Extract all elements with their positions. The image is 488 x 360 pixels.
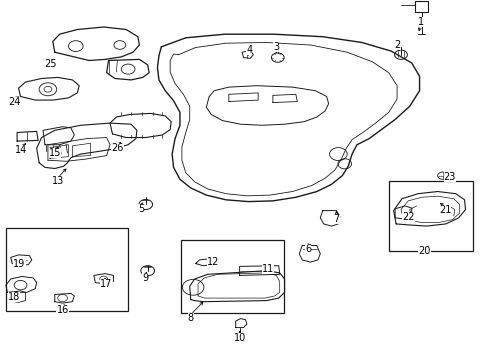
Text: 4: 4: [246, 45, 252, 55]
Text: 19: 19: [13, 258, 26, 269]
Text: 21: 21: [438, 204, 450, 215]
Text: 5: 5: [138, 204, 143, 214]
Text: 9: 9: [142, 273, 148, 283]
Text: 23: 23: [443, 172, 455, 182]
Text: 8: 8: [187, 312, 193, 323]
Text: 11: 11: [261, 264, 274, 274]
Text: 12: 12: [206, 257, 219, 267]
Text: 13: 13: [51, 176, 64, 186]
Text: 17: 17: [100, 279, 113, 289]
Text: 20: 20: [417, 246, 430, 256]
Text: 26: 26: [111, 143, 123, 153]
Text: 25: 25: [44, 59, 57, 69]
Text: 14: 14: [15, 145, 28, 156]
Bar: [181, 240, 283, 313]
Text: 15: 15: [48, 148, 61, 158]
Text: 1: 1: [417, 17, 423, 27]
Text: 6: 6: [305, 244, 310, 254]
Text: 10: 10: [233, 333, 245, 343]
Bar: [6, 228, 128, 311]
Text: 18: 18: [7, 292, 20, 302]
Text: 3: 3: [273, 42, 279, 52]
Text: 2: 2: [394, 40, 400, 50]
Text: 24: 24: [8, 96, 21, 107]
Text: 7: 7: [333, 214, 339, 224]
Text: 16: 16: [56, 305, 69, 315]
Bar: [388, 181, 472, 251]
Text: 22: 22: [401, 212, 414, 222]
